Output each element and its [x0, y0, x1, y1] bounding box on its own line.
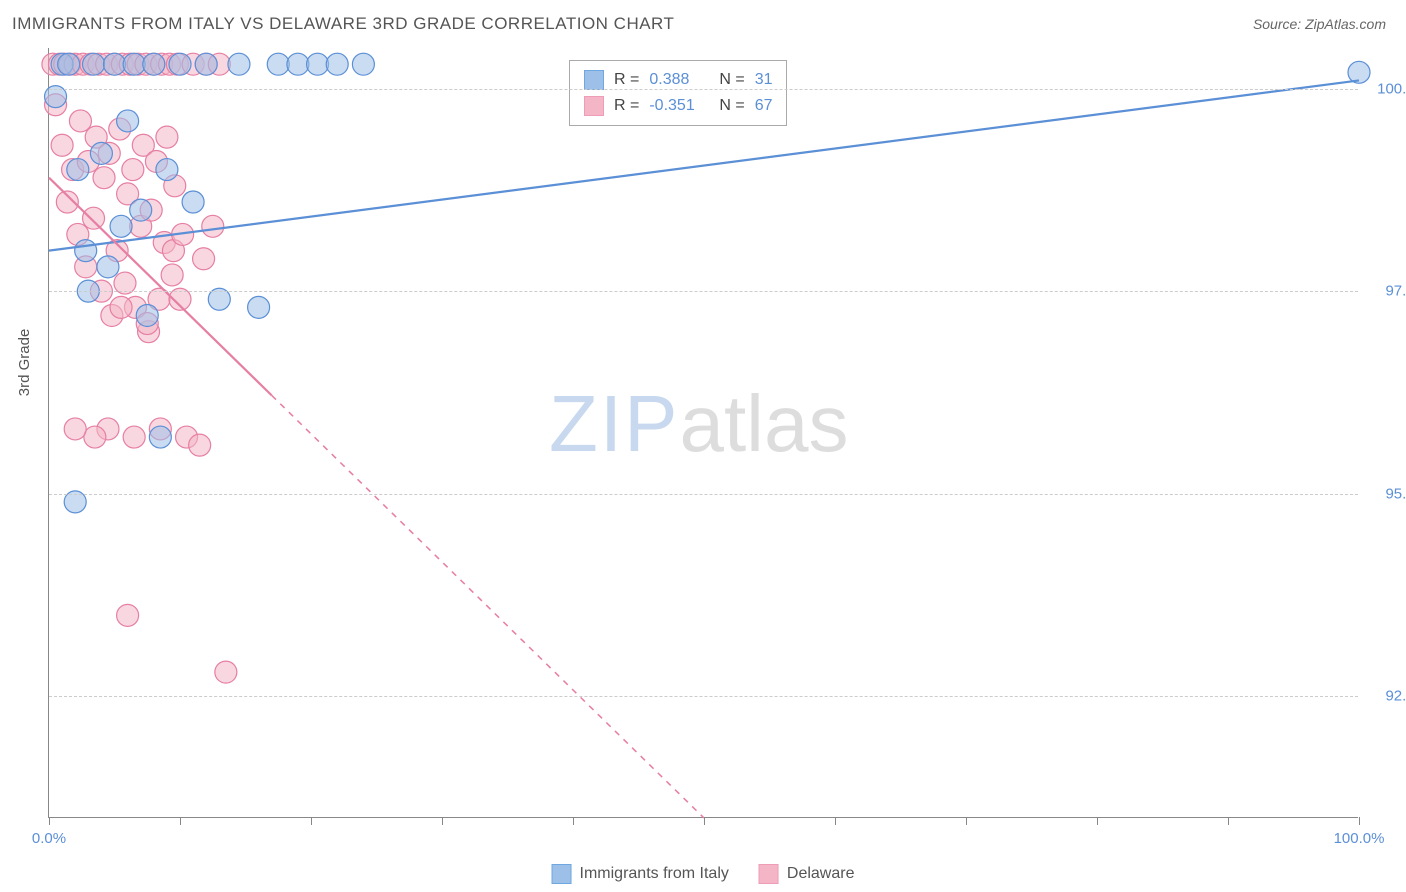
ytick-label: 97.5% — [1368, 283, 1406, 300]
data-point — [110, 296, 132, 318]
data-point — [169, 53, 191, 75]
legend-item-series2: Delaware — [759, 864, 855, 884]
data-point — [189, 434, 211, 456]
xtick-label: 0.0% — [32, 830, 66, 847]
gridline — [49, 494, 1358, 495]
xtick — [311, 817, 312, 825]
chart-svg — [49, 48, 1358, 817]
r-value-2: -0.351 — [649, 93, 709, 119]
data-point — [143, 53, 165, 75]
xtick — [1228, 817, 1229, 825]
xtick — [180, 817, 181, 825]
legend-label-series2: Delaware — [787, 865, 855, 883]
data-point — [156, 126, 178, 148]
data-point — [149, 426, 171, 448]
data-point — [117, 604, 139, 626]
data-point — [84, 426, 106, 448]
data-point — [64, 418, 86, 440]
data-point — [307, 53, 329, 75]
data-point — [215, 661, 237, 683]
data-point — [161, 264, 183, 286]
data-point — [83, 53, 105, 75]
bottom-legend: Immigrants from Italy Delaware — [552, 864, 855, 884]
ytick-label: 100.0% — [1368, 80, 1406, 97]
source-attribution: Source: ZipAtlas.com — [1253, 16, 1386, 32]
data-point — [122, 159, 144, 181]
chart-title: IMMIGRANTS FROM ITALY VS DELAWARE 3RD GR… — [12, 14, 674, 34]
swatch-series2 — [584, 96, 604, 116]
gridline — [49, 89, 1358, 90]
xtick — [49, 817, 50, 825]
data-point — [136, 304, 158, 326]
swatch-series1 — [584, 70, 604, 90]
data-point — [123, 53, 145, 75]
data-point — [195, 53, 217, 75]
data-point — [1348, 61, 1370, 83]
ytick-label: 92.5% — [1368, 688, 1406, 705]
data-point — [93, 167, 115, 189]
data-point — [228, 53, 250, 75]
n-label-2: N = — [719, 93, 744, 119]
legend-swatch-series2 — [759, 864, 779, 884]
r-label-2: R = — [614, 93, 639, 119]
n-value-2: 67 — [755, 93, 773, 119]
legend-item-series1: Immigrants from Italy — [552, 864, 729, 884]
xtick — [966, 817, 967, 825]
data-point — [123, 426, 145, 448]
trendline-series2-dashed — [272, 395, 704, 818]
data-point — [104, 53, 126, 75]
chart-header: IMMIGRANTS FROM ITALY VS DELAWARE 3RD GR… — [0, 0, 1406, 44]
plot-area: ZIPatlas R = 0.388 N = 31 R = -0.351 N =… — [48, 48, 1358, 818]
data-point — [69, 110, 91, 132]
correlation-stats-box: R = 0.388 N = 31 R = -0.351 N = 67 — [569, 60, 787, 126]
xtick — [573, 817, 574, 825]
data-point — [83, 207, 105, 229]
data-point — [326, 53, 348, 75]
data-point — [117, 110, 139, 132]
data-point — [75, 240, 97, 262]
data-point — [156, 159, 178, 181]
stats-row-series2: R = -0.351 N = 67 — [584, 93, 772, 119]
data-point — [90, 142, 112, 164]
xtick-label: 100.0% — [1334, 830, 1385, 847]
data-point — [182, 191, 204, 213]
data-point — [110, 215, 132, 237]
data-point — [130, 199, 152, 221]
legend-label-series1: Immigrants from Italy — [580, 865, 729, 883]
xtick — [835, 817, 836, 825]
data-point — [193, 248, 215, 270]
data-point — [352, 53, 374, 75]
ytick-label: 95.0% — [1368, 485, 1406, 502]
xtick — [1097, 817, 1098, 825]
xtick — [1359, 817, 1360, 825]
y-axis-label: 3rd Grade — [16, 329, 33, 397]
xtick — [704, 817, 705, 825]
data-point — [67, 159, 89, 181]
data-point — [248, 296, 270, 318]
data-point — [51, 134, 73, 156]
legend-swatch-series1 — [552, 864, 572, 884]
gridline — [49, 696, 1358, 697]
gridline — [49, 291, 1358, 292]
data-point — [287, 53, 309, 75]
xtick — [442, 817, 443, 825]
data-point — [267, 53, 289, 75]
data-point — [97, 256, 119, 278]
data-point — [58, 53, 80, 75]
data-point — [202, 215, 224, 237]
